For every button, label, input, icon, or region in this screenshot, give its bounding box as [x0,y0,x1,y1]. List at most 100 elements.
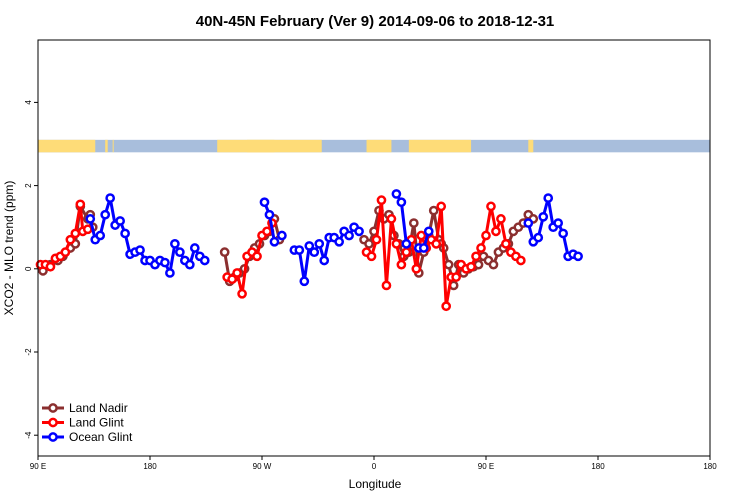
data-point [262,226,272,237]
data-point [314,238,325,249]
data-point [428,205,439,216]
x-tick-label: 0 [372,462,377,471]
legend-label: Land Glint [69,416,124,430]
data-point [100,209,111,220]
data-point [299,276,310,287]
data-point [75,199,86,210]
data-point [227,274,237,285]
data-point [481,230,491,241]
data-point [391,238,402,249]
land-band-segment [38,139,96,153]
data-point [543,193,554,203]
data-point [189,243,200,253]
data-point [277,230,287,241]
data-point [523,218,534,228]
y-tick-label: 0 [24,266,33,271]
data-point [401,247,412,258]
data-point [344,230,354,241]
x-tick-label: 90 W [253,462,272,471]
data-point [334,236,345,247]
data-point [232,268,242,278]
data-point [533,232,544,243]
legend-swatch-marker [48,403,58,413]
land-band-segment [112,139,114,153]
land-band-segment [366,139,392,153]
data-point [259,197,270,208]
data-point [366,251,377,262]
x-tick-label: 180 [703,462,717,471]
legend-swatch-marker [48,432,58,442]
data-point [471,251,481,262]
x-tick-label: 180 [591,462,605,471]
land-band-segment [105,139,108,153]
data-point [381,280,392,291]
x-tick-label: 90 E [30,462,46,471]
data-point [391,189,402,199]
data-point [441,301,452,312]
data-point [70,228,81,239]
chart-title: 40N-45N February (Ver 9) 2014-09-06 to 2… [196,13,555,30]
data-point [165,268,175,278]
data-point [105,193,116,203]
data-point [184,259,195,270]
legend-label: Land Nadir [69,401,128,415]
data-point [396,197,407,208]
data-point [65,234,76,245]
x-tick-label: 90 E [478,462,494,471]
data-point [60,247,71,258]
data-point [431,238,442,249]
data-point [135,245,145,255]
land-band-segment [247,139,322,153]
data-point [396,259,407,270]
data-point [476,243,486,253]
legend-item: Land Glint [42,416,124,430]
legend-item: Ocean Glint [42,430,133,444]
legend-item: Land Nadir [42,401,128,415]
data-point [538,211,549,222]
data-point [558,228,569,239]
data-point [115,216,125,226]
axes: 90 E 180 90 W 0 90 E 180 180 -4 -2 0 2 4 [24,100,717,471]
data-point [486,201,496,212]
legend-swatch-marker [48,417,58,428]
data-point [473,259,484,270]
land-band-segment [408,139,472,153]
data-point [170,238,180,249]
data-point [304,241,315,251]
land-band-segment [528,139,534,153]
data-point [354,226,364,237]
y-tick-label: -4 [24,431,33,439]
data-point [451,272,461,282]
data-point [418,243,429,253]
x-axis-label: Longitude [349,477,402,491]
data-point [82,224,93,235]
data-point [408,218,419,228]
land-ocean-band [38,139,710,153]
data-point [501,238,511,249]
data-point [488,259,499,270]
data-point [466,261,476,272]
data-point [515,255,526,266]
data-point [199,255,210,266]
y-axis-label: XCO2 - MLO trend (ppm) [2,181,16,316]
data-point [443,259,454,270]
data-point [496,214,506,224]
data-point [175,247,185,258]
y-tick-label: 2 [24,183,33,188]
data-point [573,251,583,262]
data-point [219,247,230,258]
data-point [45,261,56,272]
series-ocean-glint [85,189,583,287]
series-land-glint [35,195,526,312]
data-point [553,218,564,228]
data-point [309,247,320,258]
series-layer [35,189,583,312]
data-point [294,245,305,255]
data-point [411,263,422,274]
data-point [160,257,170,268]
data-point [85,214,96,224]
data-point [95,230,106,241]
data-point [364,238,374,249]
